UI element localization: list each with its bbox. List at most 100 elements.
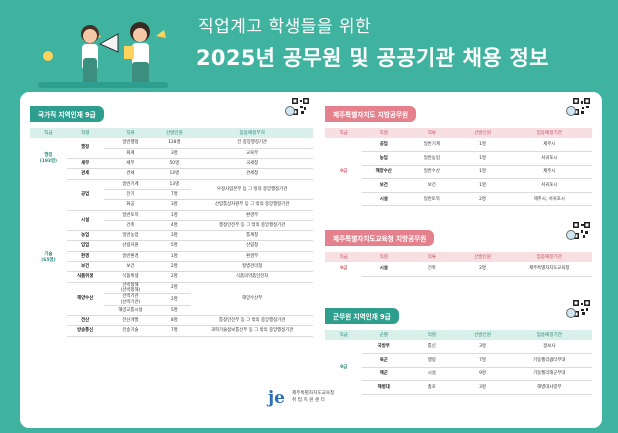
table-row: 9급 공업 일반기계 1명 제주시: [325, 138, 592, 174]
table-cell: 산림자원: [103, 240, 158, 252]
table-cell: 7명: [157, 189, 192, 201]
table-cell: 일반농업: [103, 230, 158, 242]
grade-cell: 9급: [340, 364, 348, 370]
national-panel: 국가직 지역인재 9급 직급 직렬 직류 선발인원 임용예정부처 행정 (193…: [30, 98, 313, 337]
org-name: 제주특별자치도교육청: [292, 391, 335, 396]
col-header: 선발인원: [458, 330, 507, 340]
table-cell: 통정안전부 등 그 밖의 중앙행정기관: [191, 315, 313, 327]
table-cell: 7명: [458, 353, 507, 368]
table-cell: 일반기계: [103, 179, 158, 190]
qr-code-icon[interactable]: [292, 98, 309, 115]
table-row: 해군 시설 9명 기동헬리해군부대: [325, 367, 592, 382]
magnifier-icon: [566, 308, 576, 318]
table-row: 9급 시설 건축 2명 제주특별자치도교육청: [325, 262, 592, 277]
table-cell: 1명: [458, 165, 507, 180]
table-cell: 식품의약품안전처: [191, 271, 313, 283]
col-header: 직렬: [405, 330, 459, 340]
col-header: 직렬: [66, 128, 104, 138]
logo-mark: je: [268, 388, 285, 408]
table-row: 9급 국방부 통신 3명 정보사: [325, 340, 592, 370]
table-cell: 행정: [66, 138, 104, 160]
table-cell: 건축: [103, 220, 158, 232]
table-row: 농업 일반농업 1명 서귀포시: [325, 151, 592, 166]
table-cell: 농업: [66, 230, 104, 242]
col-header: 직류: [405, 128, 459, 138]
table-cell: 3명: [157, 148, 192, 160]
table-row: 해병대 총포 3명 해병대사령부: [325, 380, 592, 395]
table-row: 전기 7명: [30, 189, 313, 201]
jeju-edu-panel: 제주특별자치도교육청 지방공무원 직급 직렬 직류 선발인원 임용예정기관 9급…: [325, 222, 592, 277]
jeju-edu-title: 제주특별자치도교육청 지방공무원: [325, 230, 435, 246]
table-row: 해양교통시설 5명: [30, 305, 313, 317]
table-cell: 일반환경: [103, 251, 158, 263]
table-row: 시설 일반토목 2명 제주시, 서귀포시: [325, 192, 592, 207]
table-cell: 통신: [405, 340, 459, 355]
table-cell: 임업: [66, 240, 104, 252]
col-header: 직급: [325, 252, 363, 262]
table-cell: 행정: [405, 353, 459, 368]
org-center: 취업지원센터: [292, 398, 327, 403]
table-cell: 행정안전부 등 그 밖의 중앙행정기관: [191, 220, 313, 232]
jeju-local-panel: 제주특별자치도 지방공무원 직급 직렬 직류 선발인원 임용예정기관 9급 공업 일…: [325, 98, 592, 207]
page-title: 2025년 공무원 및 공공기관 채용 정보: [196, 46, 549, 70]
table-cell: 농업: [362, 151, 406, 166]
table-cell: 서귀포시: [506, 178, 592, 193]
table-row: 세무 세무 50명 국세청: [30, 158, 313, 170]
table-cell: 산업통상자원부 등 그 밖의 중앙행정기관: [191, 199, 313, 211]
table-row: 해양수산 일반수산 1명 제주시: [325, 165, 592, 180]
col-header: 직류: [405, 252, 459, 262]
table-cell: 3명: [157, 230, 192, 242]
table-cell: 일반토목: [405, 192, 459, 207]
table-cell: 8명: [157, 315, 192, 327]
table-cell: 보건: [362, 178, 406, 193]
table-cell: 해양수산: [362, 165, 406, 180]
table-cell: 일반토목: [103, 210, 158, 221]
table-cell: 시설: [362, 262, 406, 277]
qr-code-icon[interactable]: [573, 98, 590, 115]
magnifier-icon: [566, 106, 576, 116]
col-header: 직급: [30, 128, 67, 138]
jeju-local-title: 제주특별자치도 지방공무원: [325, 106, 417, 122]
table-cell: 환경부: [191, 251, 313, 263]
table-cell: 공업: [66, 179, 104, 211]
table-row: 전산 전산개발 8명 통정안전부 등 그 밖의 중앙행정기관: [30, 315, 313, 327]
table-row: 선박기관 (선박기관) 2명: [30, 293, 313, 306]
military-table: 직급 군별 직렬 선발인원 임용예정기관 9급 국방부 통신 3명 정보사 육군 행정 7명 기…: [325, 330, 592, 395]
col-header: 임용예정부처: [191, 128, 313, 138]
qr-code-icon[interactable]: [573, 300, 590, 317]
qr-code-icon[interactable]: [573, 222, 590, 239]
table-cell: 시설: [405, 367, 459, 382]
table-row: 보건 보건 1명 서귀포시: [325, 178, 592, 193]
table-cell: 2명: [157, 261, 192, 273]
col-header: 직급: [325, 330, 363, 340]
table-cell: 1명: [157, 210, 192, 221]
col-header: 선발인원: [157, 128, 192, 138]
table-cell: 관세청: [191, 168, 313, 180]
col-header: 선발인원: [458, 128, 507, 138]
table-cell: 통계청: [191, 230, 313, 242]
table-cell: 1명: [157, 251, 192, 263]
table-cell: 환경: [66, 251, 104, 263]
table-cell: 전산개발: [103, 315, 158, 327]
magnifier-icon: [285, 106, 295, 116]
category-cell: 기술 (65명): [41, 252, 56, 263]
col-header: 임용예정기관: [506, 128, 592, 138]
table-row: 기술 (65명) 공업 일반기계 13명 우정사업본부 등 그 밖의 중앙행정기관: [30, 179, 313, 263]
table-cell: 2명: [458, 192, 507, 207]
col-header: 직류: [103, 128, 158, 138]
table-cell: 일반농업: [405, 151, 459, 166]
table-row: 시설 일반토목 1명 환경부: [30, 210, 313, 232]
table-cell: 해병대: [362, 380, 406, 395]
table-cell: 과학기술정보통신부 등 그 밖의 중앙행정기관: [191, 325, 313, 337]
table-cell: 선박기관 (선박기관): [103, 293, 158, 306]
table-row: 화공 3명 산업통상자원부 등 그 밖의 중앙행정기관: [30, 199, 313, 211]
table-row: 건축 4명 행정안전부 등 그 밖의 중앙행정기관: [30, 220, 313, 232]
table-cell: 관세: [66, 168, 104, 180]
table-cell: 13명: [157, 179, 192, 190]
table-cell: 보건: [103, 261, 158, 273]
magnifier-icon: [566, 230, 576, 240]
table-cell: 환경부: [191, 210, 313, 221]
table-cell: 해양수산부: [191, 282, 313, 317]
military-title: 군무원 지역인재 9급: [325, 308, 399, 324]
grade-cell: 9급: [340, 266, 348, 272]
